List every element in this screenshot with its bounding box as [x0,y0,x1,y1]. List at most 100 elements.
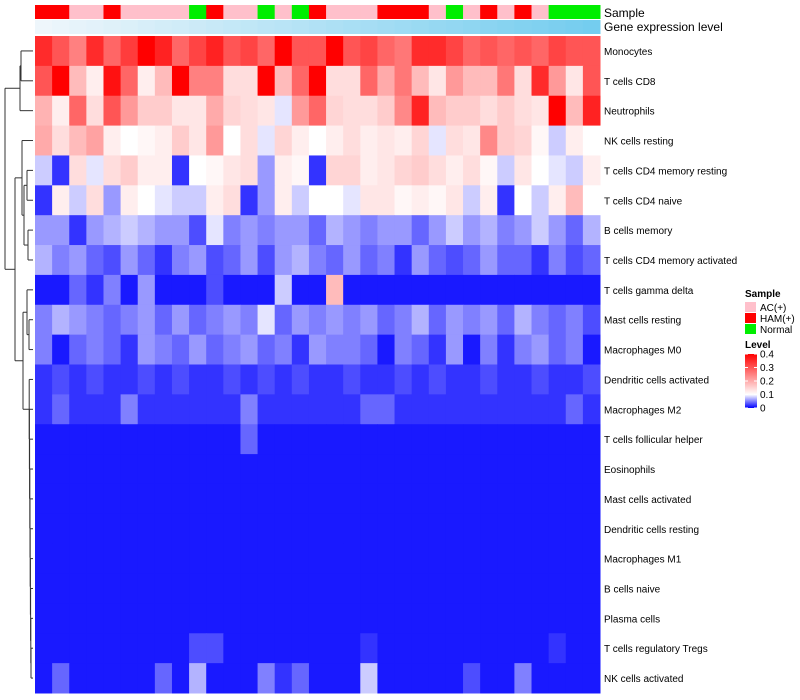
heatmap-cell [35,274,53,306]
gene-expression-cell [189,20,207,34]
heatmap-cell [463,95,481,127]
heatmap-cell [360,663,378,694]
heatmap-cell [154,274,173,306]
heatmap-cell [103,95,122,127]
heatmap-cell [52,304,70,336]
heatmap-cell [326,36,344,67]
heatmap-cell [223,424,241,455]
heatmap-cell [497,483,515,515]
heatmap-cell [463,185,481,216]
heatmap-cell [343,334,361,365]
heatmap-cell [360,424,378,455]
heatmap-cell [137,125,156,156]
heatmap-cell [377,483,396,515]
heatmap-cell [154,573,173,604]
heatmap-cell [154,483,173,515]
heatmap-cell [35,304,53,336]
gene-expression-cell [531,20,550,34]
heatmap-cell [548,155,567,186]
heatmap-cell [291,663,310,694]
heatmap-cell [308,155,327,186]
sample-annotation-cell [308,5,327,19]
heatmap-cell [308,633,327,664]
heatmap-cell [565,215,584,246]
row-label: Monocytes [604,47,652,58]
row-label: NK cells resting [604,137,673,148]
heatmap-cell [480,364,498,395]
heatmap-cell [171,543,190,575]
heatmap-cell [531,304,550,336]
heatmap-cell [582,454,601,485]
heatmap-cell [428,454,447,485]
heatmap-cell [394,513,413,545]
heatmap-cell [154,95,173,127]
heatmap-cell [514,633,533,664]
heatmap-cell [240,215,259,246]
heatmap-cell [240,334,259,365]
heatmap-cell [257,603,276,634]
heatmap-cell [411,454,430,485]
heatmap-cell [69,65,87,97]
heatmap-cell [69,95,87,127]
heatmap-cell [206,513,224,545]
heatmap-cell [240,483,259,515]
heatmap-cell [445,304,464,336]
gene-expression-cell [171,20,190,34]
heatmap-cell [394,215,413,246]
heatmap-cell [411,543,430,575]
heatmap-cell [189,155,207,186]
gene-expression-cell [206,20,224,34]
heatmap-cell [360,603,378,634]
heatmap-cell [189,573,207,604]
heatmap-cell [326,304,344,336]
heatmap-cell [103,424,122,455]
heatmap-cell [582,633,601,664]
heatmap-cell [240,36,259,67]
heatmap-cell [394,483,413,515]
heatmap-cell [308,424,327,455]
row-label: Dendritic cells resting [604,525,699,536]
level-tick-label: 0 [760,404,766,415]
heatmap-cell [531,424,550,455]
heatmap-cell [291,454,310,485]
heatmap-cell [377,364,396,395]
heatmap-cell [171,483,190,515]
heatmap-cell [531,483,550,515]
heatmap-cell [377,424,396,455]
heatmap-cell [274,483,293,515]
heatmap-cell [326,543,344,575]
heatmap-cell [411,125,430,156]
sample-annotation-cell [154,5,173,19]
heatmap-cell [411,483,430,515]
heatmap-cell [52,454,70,485]
heatmap-cell [189,215,207,246]
heatmap-cell [343,125,361,156]
heatmap-cell [377,155,396,186]
heatmap-cell [548,364,567,395]
heatmap-cell [240,125,259,156]
heatmap-cell [52,543,70,575]
heatmap-cell [308,573,327,604]
heatmap-cell [120,185,139,216]
heatmap-cell [548,424,567,455]
heatmap-cell [565,245,584,276]
heatmap-cell [291,185,310,216]
heatmap-cell [514,573,533,604]
heatmap-cell [35,36,53,67]
sample-annotation-cell [326,5,344,19]
heatmap-cell [240,543,259,575]
heatmap-cell [463,304,481,336]
heatmap-cell [206,245,224,276]
heatmap-cell [480,513,498,545]
heatmap-cell [343,95,361,127]
heatmap-cell [223,95,241,127]
heatmap-cell [565,603,584,634]
sample-annotation-cell [291,5,310,19]
heatmap-cell [223,334,241,365]
heatmap-cell [154,633,173,664]
heatmap-cell [565,543,584,575]
gene-expression-cell [514,20,533,34]
heatmap-cell [480,185,498,216]
heatmap-cell [360,513,378,545]
heatmap-cell [189,543,207,575]
